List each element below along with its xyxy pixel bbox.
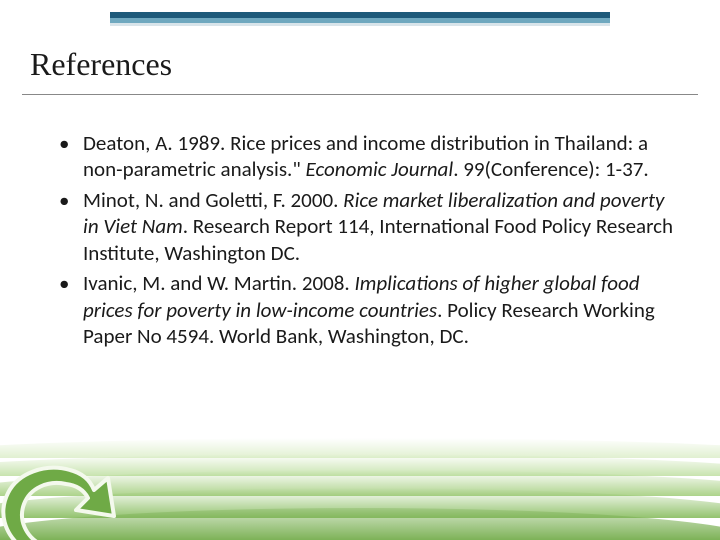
grass-band-3 [0,470,720,496]
grass-band-5 [0,508,720,540]
reference-item: Ivanic, M. and W. Martin. 2008. Implicat… [55,270,675,349]
title-underline [22,94,698,95]
references-list: Deaton, A. 1989. Rice prices and income … [55,130,675,354]
footer-graphic [0,400,720,540]
reference-text: Ivanic, M. and W. Martin. 2008. [83,270,354,296]
slide: References Deaton, A. 1989. Rice prices … [0,0,720,540]
reference-text: Minot, N. and Goletti, F. 2000. [83,187,343,213]
arrow-swirl-icon [0,418,180,540]
grass-band-1 [0,438,720,458]
slide-title: References [30,46,172,83]
reference-text: . 99(Conference): 1-37. [453,156,648,182]
top-accent-bar [110,12,610,26]
grass-band-4 [0,488,720,518]
top-bar-stripe-3 [110,23,610,26]
reference-item: Deaton, A. 1989. Rice prices and income … [55,130,675,183]
grass-band-2 [0,454,720,476]
reference-item: Minot, N. and Goletti, F. 2000. Rice mar… [55,187,675,266]
reference-title-italic: Economic Journal [306,156,454,182]
